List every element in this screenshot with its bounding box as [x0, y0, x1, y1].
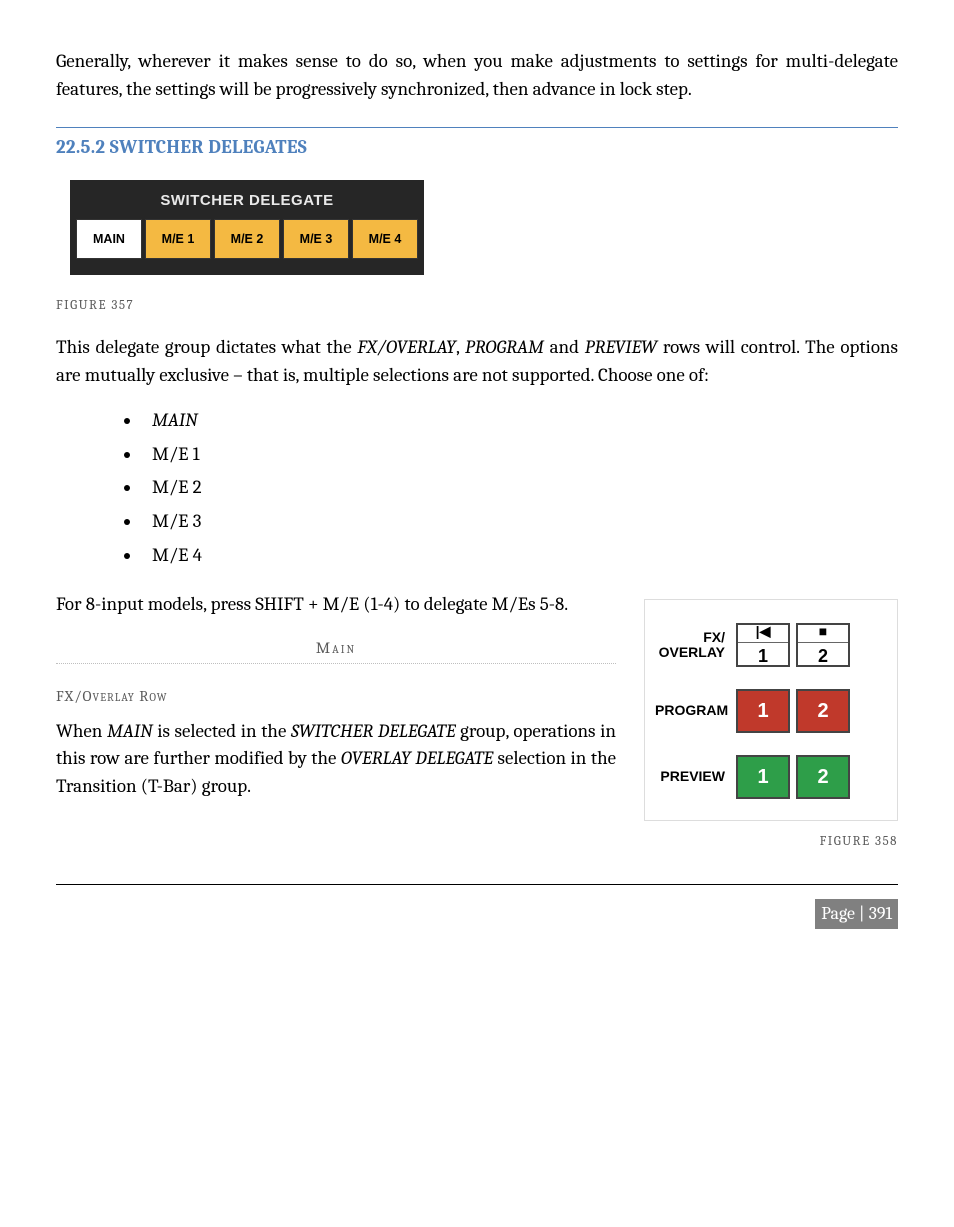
two-column-layout: For 8-input models, press SHIFT + M/E (1…	[56, 591, 898, 852]
right-column: FX/ OVERLAY |◀ 1 ■ 2 PROGRAM 1 2 PREVIEW…	[644, 591, 898, 852]
delegate-para-mid2: and	[544, 336, 585, 358]
page-number-wrap: Page | 391	[56, 899, 898, 953]
preview-btn-2[interactable]: 2	[796, 755, 850, 799]
main-subheading: Main	[56, 637, 616, 664]
switcher-delegate-panel: SWITCHER DELEGATE MAIN M/E 1 M/E 2 M/E 3…	[70, 180, 424, 276]
fx-overlay-btn-2[interactable]: ■ 2	[796, 623, 850, 667]
fx-para-mid1: is selected in the	[153, 720, 291, 742]
fx-overlay-btn-2-num: 2	[798, 643, 848, 669]
program-btn-2[interactable]: 2	[796, 689, 850, 733]
bullet-main: MAIN	[142, 407, 898, 435]
switcher-btn-me1[interactable]: M/E 1	[145, 219, 211, 259]
program-row: PROGRAM 1 2	[655, 689, 887, 733]
switcher-delegate-row: MAIN M/E 1 M/E 2 M/E 3 M/E 4	[73, 219, 421, 259]
delegate-bullet-list: MAIN M/E 1 M/E 2 M/E 3 M/E 4	[142, 407, 898, 569]
fx-overlay-btn-1-num: 1	[738, 643, 788, 669]
bullet-me2: M/E 2	[142, 474, 898, 502]
switcher-btn-main[interactable]: MAIN	[76, 219, 142, 259]
fx-para-pre: When	[56, 720, 107, 742]
preview-label: PREVIEW	[655, 769, 733, 784]
fx-overlay-row: FX/ OVERLAY |◀ 1 ■ 2	[655, 623, 887, 667]
delegate-paragraph: This delegate group dictates what the FX…	[56, 334, 898, 389]
bullet-me4: M/E 4	[142, 542, 898, 570]
fx-para-i1: MAIN	[107, 720, 153, 742]
page-number: Page | 391	[815, 899, 898, 929]
delegate-para-i1: FX/OVERLAY	[357, 336, 456, 358]
delegate-para-i2: PROGRAM	[465, 336, 544, 358]
left-column: For 8-input models, press SHIFT + M/E (1…	[56, 591, 616, 800]
rewind-icon: |◀	[738, 621, 788, 642]
switcher-btn-me2[interactable]: M/E 2	[214, 219, 280, 259]
figure-357-caption: FIGURE 357	[56, 297, 898, 316]
stop-icon: ■	[798, 621, 848, 642]
delegate-para-mid1: ,	[456, 336, 465, 358]
fx-overlay-btn-1[interactable]: |◀ 1	[736, 623, 790, 667]
bullet-main-label: MAIN	[152, 409, 198, 431]
preview-btn-1[interactable]: 1	[736, 755, 790, 799]
fx-overlay-paragraph: When MAIN is selected in the SWITCHER DE…	[56, 718, 616, 801]
fx-overlay-label: FX/ OVERLAY	[655, 630, 733, 661]
bullet-me3: M/E 3	[142, 508, 898, 536]
fx-para-i3: OVERLAY DELEGATE	[341, 747, 493, 769]
row-buttons-panel: FX/ OVERLAY |◀ 1 ■ 2 PROGRAM 1 2 PREVIEW…	[644, 599, 898, 821]
footer-divider	[56, 884, 898, 885]
delegate-para-i3: PREVIEW	[585, 336, 657, 358]
preview-row: PREVIEW 1 2	[655, 755, 887, 799]
bullet-me1: M/E 1	[142, 441, 898, 469]
switcher-btn-me3[interactable]: M/E 3	[283, 219, 349, 259]
section-heading: 22.5.2 SWITCHER DELEGATES	[56, 127, 898, 162]
switcher-btn-me4[interactable]: M/E 4	[352, 219, 418, 259]
fx-para-i2: SWITCHER DELEGATE	[291, 720, 456, 742]
program-btn-1[interactable]: 1	[736, 689, 790, 733]
program-label: PROGRAM	[655, 703, 733, 718]
switcher-delegate-title: SWITCHER DELEGATE	[73, 184, 421, 220]
delegate-para-pre: This delegate group dictates what the	[56, 336, 357, 358]
figure-358-caption: FIGURE 358	[644, 833, 898, 852]
fx-overlay-heading: FX/Overlay Row	[56, 686, 616, 708]
intro-paragraph: Generally, wherever it makes sense to do…	[56, 48, 898, 103]
shift-paragraph: For 8-input models, press SHIFT + M/E (1…	[56, 591, 616, 619]
